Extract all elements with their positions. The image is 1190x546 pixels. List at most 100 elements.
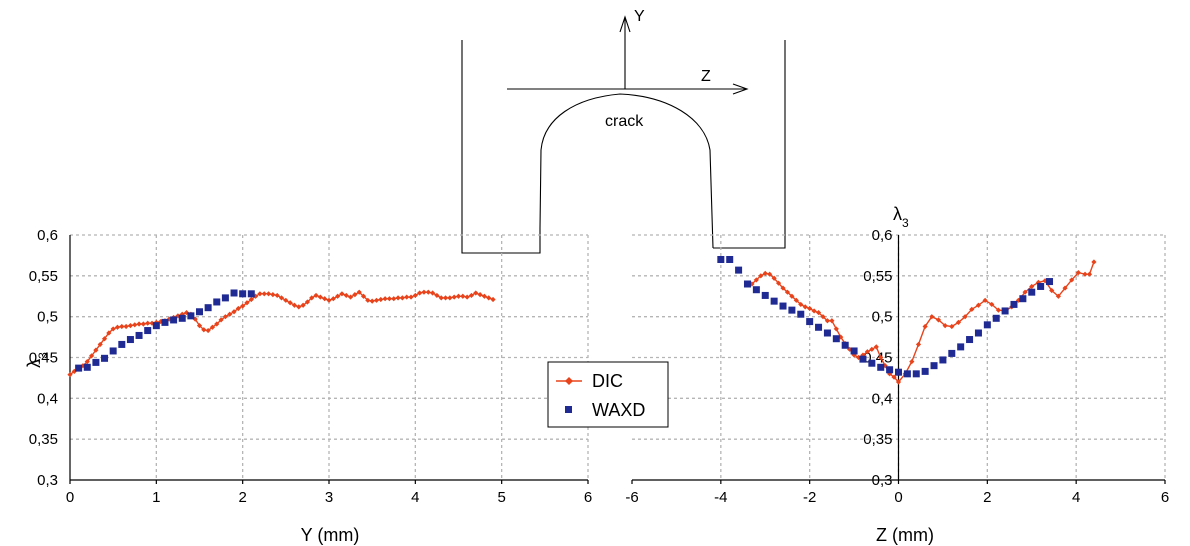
chart-y-dic-point-18 [145, 320, 151, 326]
chart-z-waxd-point-24 [930, 362, 938, 370]
chart-z-dic-point-13 [807, 305, 813, 312]
chart-z-dic-point-14 [811, 308, 817, 314]
chart-y-waxd-point-4 [109, 347, 117, 355]
chart-z-dic-point-43 [962, 314, 968, 320]
chart-y-waxd-point-9 [152, 322, 160, 330]
chart-y-dic-point-86 [438, 295, 444, 301]
chart-y-waxd-point-15 [204, 304, 212, 312]
chart-y-xlabel: Y (mm) [301, 525, 360, 545]
legend: DIC WAXD [547, 361, 669, 428]
chart-y-dic-point-33 [209, 324, 216, 330]
chart-z-waxd-point-4 [752, 286, 760, 294]
chart-y-dic-point-1 [71, 368, 77, 374]
chart-y-dic-point-50 [283, 297, 289, 303]
chart-y-dic-point-90 [455, 293, 462, 299]
chart-y-ytick-4: 0,5 [37, 309, 58, 326]
chart-z-dic-point-63 [1091, 259, 1097, 265]
z-arrow-head [732, 83, 749, 95]
chart-z-waxd-point-17 [868, 359, 876, 367]
chart-z-xtick-4: 2 [983, 489, 991, 506]
legend-box [547, 361, 669, 428]
chart-z-waxd-point-9 [797, 310, 805, 318]
chart-z-dic-point-31 [887, 371, 893, 377]
chart-z-dic-point-12 [802, 304, 808, 310]
chart-z-ylabel-main: λ [893, 204, 902, 224]
chart-z-dic-point-39 [935, 317, 942, 323]
chart-z-waxd-point-16 [859, 355, 867, 363]
chart-z-ytick-5: 0,55 [863, 268, 892, 285]
chart-z-waxd-point-0 [717, 256, 725, 263]
chart-z-dic-point-5 [771, 275, 777, 281]
chart-y-dic-point-83 [425, 289, 431, 295]
chart-y-waxd-point-14 [196, 308, 203, 316]
chart-y-ytick-2: 0,4 [37, 390, 58, 407]
chart-y-dic-point-59 [322, 296, 328, 302]
chart-y-xtick-2: 2 [238, 489, 246, 506]
chart-y-dic-point-88 [447, 295, 453, 301]
chart-z-dic-point-33 [895, 379, 902, 385]
chart-z-ytick-1: 0,35 [863, 431, 892, 448]
chart-z-dic-point-48 [995, 307, 1002, 313]
chart-y-dic-point-98 [490, 296, 496, 303]
chart-y-grid [70, 234, 589, 480]
chart-z-ylabel-sub: 3 [902, 216, 909, 230]
chart-y-axes [69, 235, 589, 484]
chart-y-dic-point-25 [175, 313, 181, 319]
chart-y-xtick-4: 4 [411, 489, 419, 506]
chart-z-waxd-point-19 [886, 366, 894, 374]
chart-y-dic-point-44 [257, 291, 263, 297]
chart-z-waxd-point-10 [806, 318, 814, 326]
chart-y-xtick-5: 5 [497, 489, 505, 506]
chart-y-dic-point-30 [196, 323, 203, 329]
chart-z-dic-point-6 [775, 280, 782, 286]
chart-y-dic-point-63 [339, 291, 345, 297]
chart-z-waxd-point-34 [1019, 295, 1027, 303]
chart-z-waxd-point-30 [983, 321, 991, 329]
chart-z-ticks: -6 -4 -2 0 2 4 60,30,350,40,450,50,550,6 [625, 227, 1169, 506]
chart-y-dic-point-52 [291, 302, 298, 308]
chart-z-xtick-2: -2 [803, 489, 816, 506]
chart-z-dic-point-16 [820, 314, 826, 320]
chart-y-xtick-3: 3 [325, 489, 333, 506]
chart-z-waxd-point-1 [726, 256, 734, 263]
chart-z-dic-point-41 [949, 323, 955, 330]
legend-dic-marker [565, 377, 573, 385]
chart-y-dic-point-67 [356, 289, 362, 295]
chart-y-dic-point-68 [360, 293, 367, 299]
chart-y-dic-point-74 [386, 296, 393, 302]
chart-y-dic-point-97 [486, 295, 492, 301]
chart-z-dic-point-53 [1029, 283, 1035, 290]
chart-y-dic-point-61 [330, 296, 336, 302]
chart-z-dic-point-27 [869, 346, 875, 352]
chart-y-dic-point-13 [123, 323, 129, 330]
chart-y-dic-point-7 [97, 341, 103, 348]
chart-z-waxd-point-8 [788, 306, 796, 314]
y-arrow-head [619, 15, 631, 33]
chart-y-dic-point-48 [274, 292, 280, 299]
chart-z-dic-point-62 [1086, 271, 1093, 277]
chart-y-series [67, 289, 496, 378]
chart-y-dic-point-56 [309, 295, 315, 301]
chart-y-waxd-point-19 [239, 290, 247, 298]
sketch-y-label: Y [634, 8, 645, 25]
chart-y-dic-point-39 [235, 305, 241, 312]
chart-y-waxd-point-20 [247, 290, 255, 298]
chart-z-waxd-point-20 [895, 368, 902, 376]
chart-z-dic-point-57 [1055, 293, 1061, 299]
chart-z-dic-point-56 [1049, 287, 1055, 294]
chart-z-dic-point-26 [864, 349, 871, 355]
chart-y-waxd-point-10 [161, 318, 169, 326]
chart-y-waxd-point-7 [135, 331, 143, 339]
crack-label: crack [605, 113, 644, 130]
chart-z-dic-point-9 [789, 293, 795, 299]
chart-y-dic-point-47 [270, 292, 276, 298]
chart-y-xtick-6: 6 [584, 489, 592, 506]
chart-y-dic-point-14 [127, 323, 134, 329]
chart-y-dic-point-57 [313, 292, 319, 299]
chart-y-waxd-point-8 [144, 327, 152, 335]
chart-z-dic-point-20 [838, 334, 844, 340]
chart-z-waxd-point-27 [957, 343, 965, 351]
chart-y-dic-point-32 [205, 327, 211, 334]
chart-y-dic-line [69, 291, 494, 376]
chart-y-dic-point-87 [442, 295, 449, 301]
